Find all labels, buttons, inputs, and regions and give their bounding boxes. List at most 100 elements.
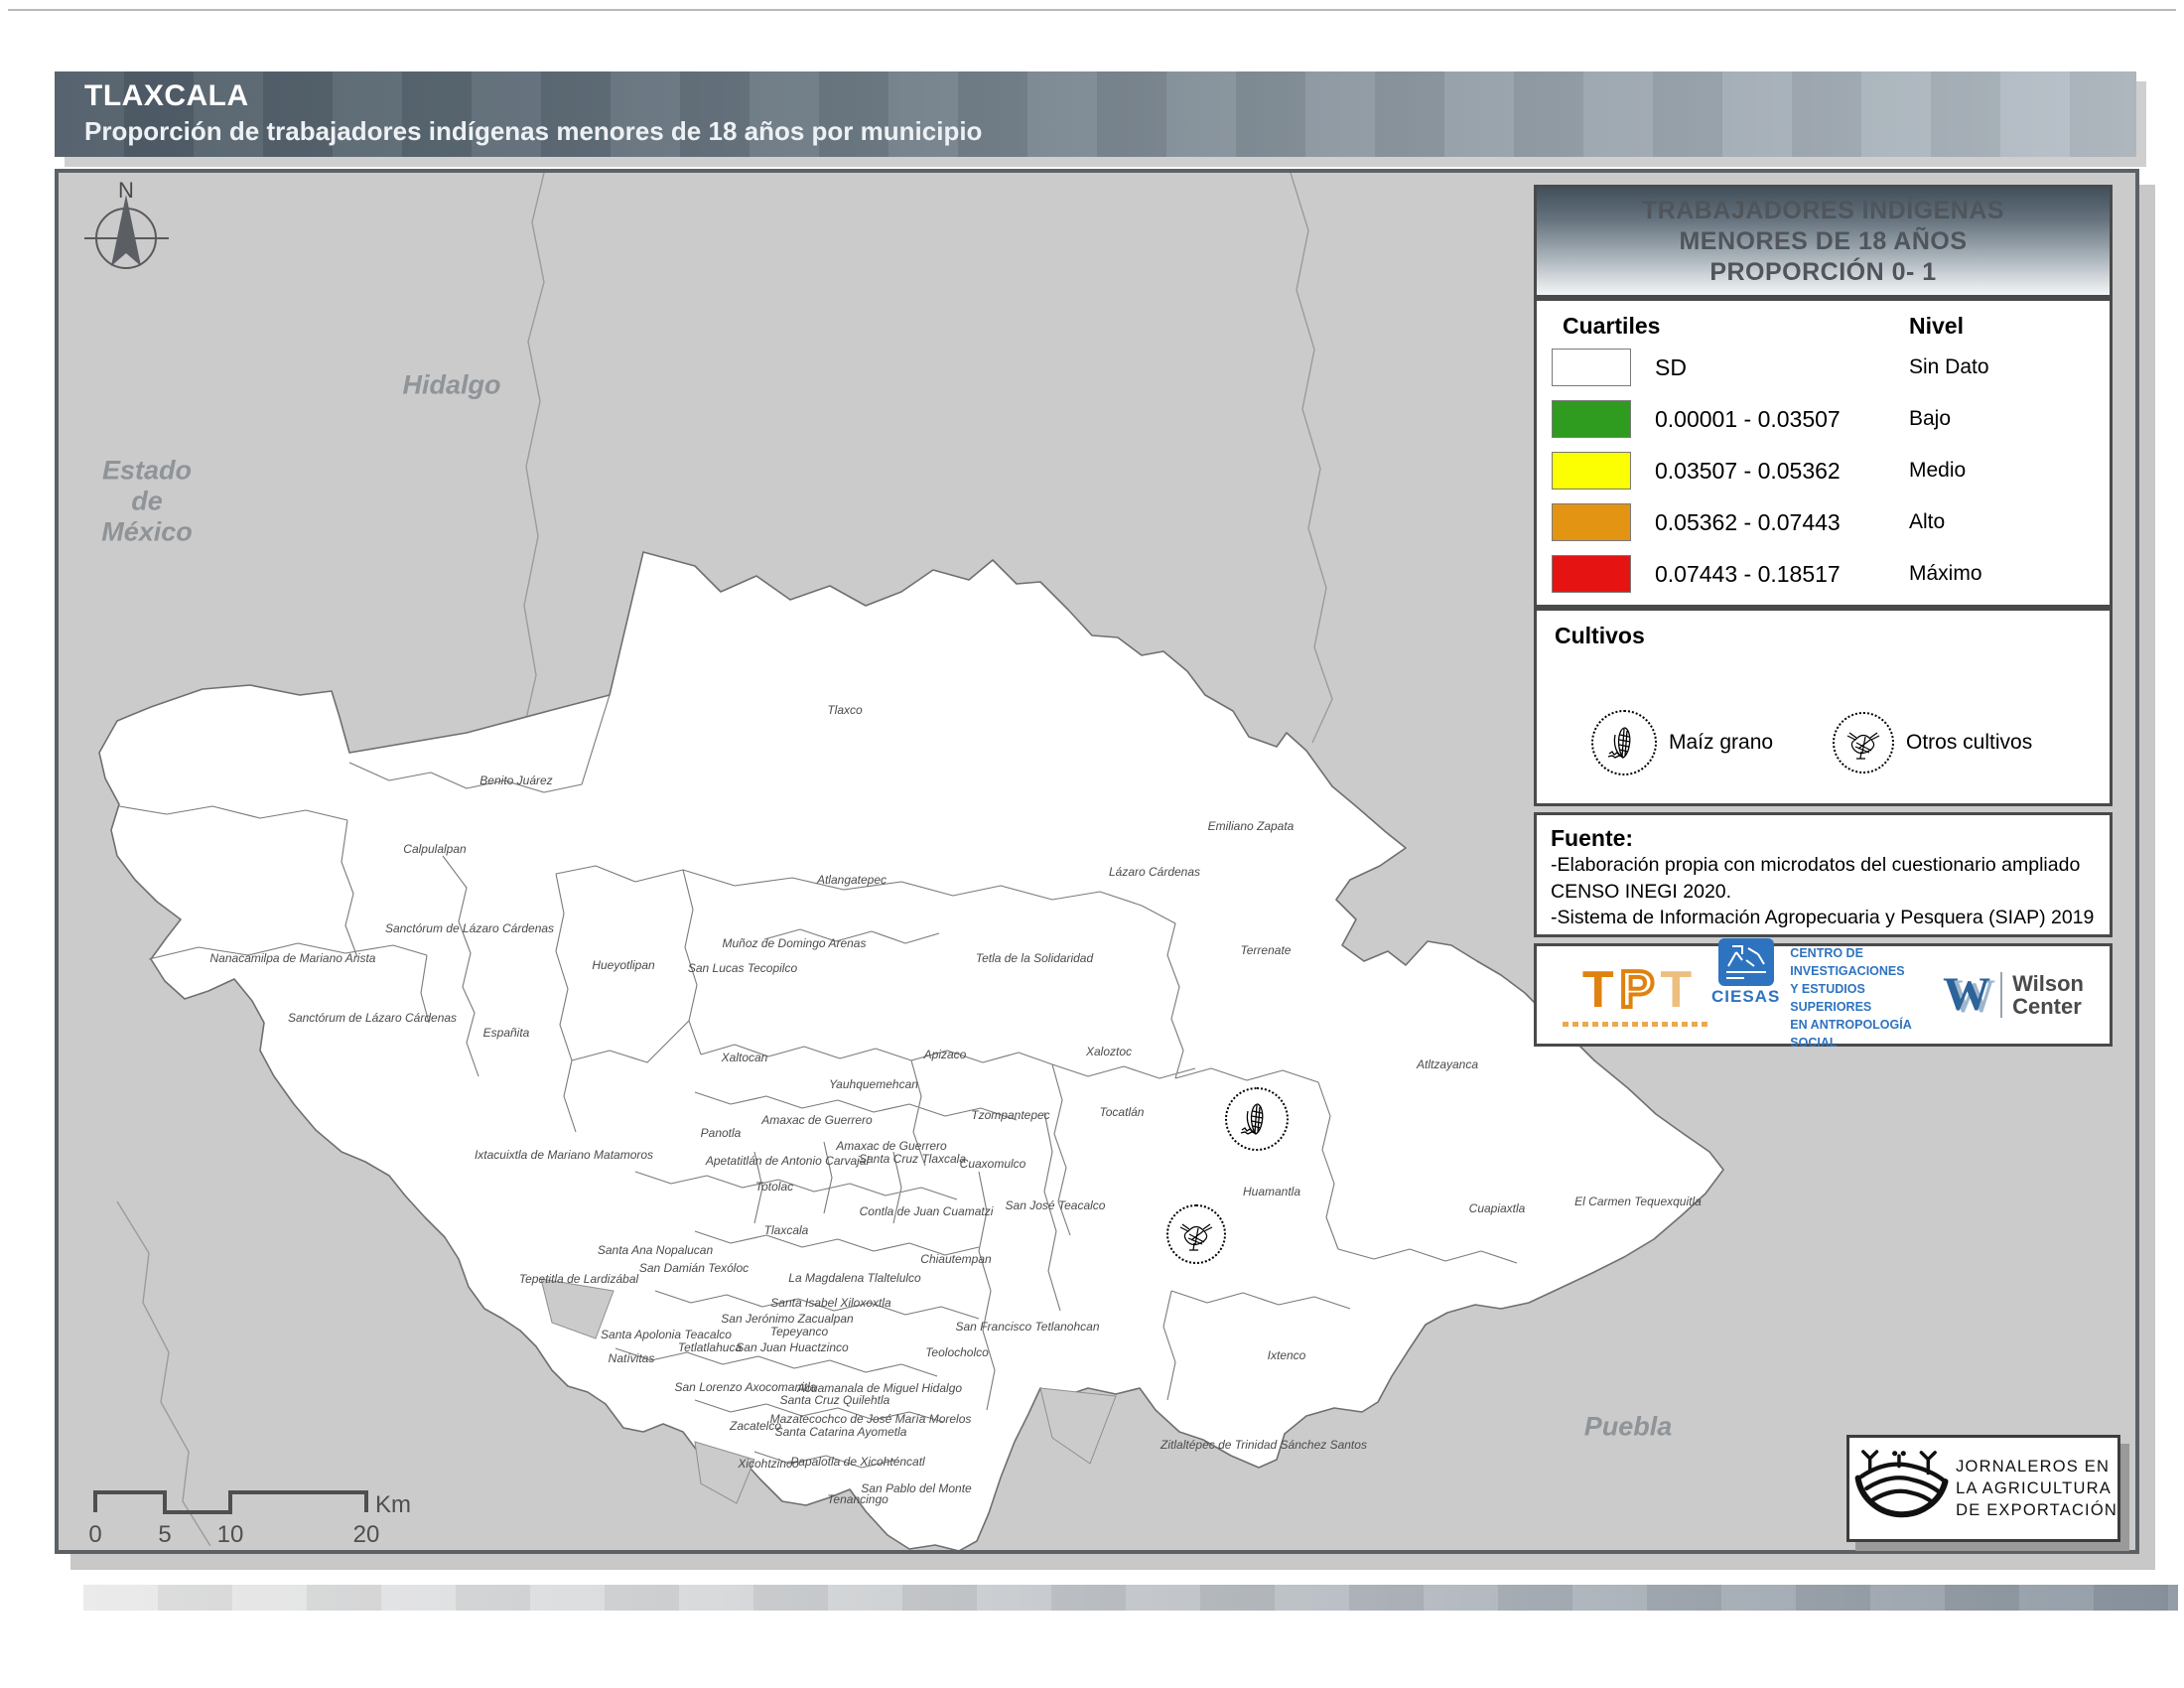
- legend-cultivos-box: Cultivos Maíz grano Otros cultivos: [1534, 608, 2113, 806]
- municipality-label: El Carmen Tequexquitla: [1574, 1195, 1702, 1208]
- municipality-label: San José Teacalco: [1006, 1198, 1106, 1212]
- page-title: TLAXCALA: [84, 79, 249, 113]
- legend-color-swatch: [1552, 452, 1631, 490]
- municipality-label: Tocatlán: [1100, 1105, 1145, 1119]
- ciesas-wordmark: CIESAS: [1711, 987, 1780, 1007]
- municipality-label: Atlangatepec: [817, 873, 887, 887]
- ciesas-text-line: EN ANTROPOLOGÍA SOCIAL: [1790, 1016, 1943, 1052]
- wilson-text-line: Wilson: [2012, 972, 2084, 995]
- fuente-line: -Elaboración propia con microdatos del c…: [1551, 852, 2096, 879]
- legend-cultivos-header: Cultivos: [1555, 623, 1645, 649]
- legend-class-row: 0.03507 - 0.05362Medio: [1552, 452, 2095, 490]
- wilson-center-logo: W W Wilson Center: [1943, 971, 2084, 1019]
- legend-quartiles-box: Cuartiles Nivel SD Sin Dato 0.00001 - 0.03…: [1534, 298, 2113, 608]
- tpt-letter: P: [1620, 964, 1655, 1016]
- scalebar-tick: 0: [88, 1521, 101, 1549]
- legend-color-swatch: [1552, 400, 1631, 438]
- municipality-label: Teolocholco: [925, 1345, 989, 1359]
- municipality-label: Natívitas: [609, 1351, 655, 1365]
- municipality-label: Ixtacuixtla de Mariano Matamoros: [475, 1148, 653, 1162]
- municipality-label: Yauhquemehcan: [829, 1077, 918, 1091]
- tpt-tagline: [1563, 1022, 1711, 1027]
- legend-title-line: PROPORCIÓN 0- 1: [1709, 258, 1936, 287]
- municipality-label: Totolac: [755, 1180, 793, 1194]
- legend-range-label: SD: [1655, 354, 1687, 381]
- compass-north-label: N: [118, 178, 134, 204]
- map-title-bar: TLAXCALA Proporción de trabajadores indí…: [55, 71, 2136, 157]
- municipality-label: Zitlaltépec de Trinidad Sánchez Santos: [1160, 1438, 1367, 1452]
- ciesas-icon: [1718, 938, 1774, 986]
- legend-color-swatch: [1552, 555, 1631, 593]
- municipality-label: Sanctórum de Lázaro Cárdenas: [288, 1011, 457, 1025]
- legend-title-box: TRABAJADORES INDÍGENAS MENORES DE 18 AÑO…: [1534, 185, 2113, 298]
- municipality-label: Hueyotlipan: [592, 958, 654, 972]
- municipality-label: Amaxac de Guerrero: [836, 1139, 946, 1153]
- municipality-label: Tlaxcala: [764, 1223, 809, 1237]
- municipality-label: Santa Ana Nopalucan: [598, 1243, 713, 1257]
- legend-nivel-label: Medio: [1909, 459, 1966, 483]
- municipality-label: Contla de Juan Cuamatzi: [860, 1204, 994, 1218]
- municipality-label: Santa Cruz Quilehtla: [780, 1393, 890, 1407]
- top-divider: [8, 9, 2176, 11]
- fuente-line: CENSO INEGI 2020.: [1551, 879, 2096, 906]
- page: TLAXCALA Proporción de trabajadores indí…: [0, 0, 2184, 1688]
- ciesas-text-line: CENTRO DE INVESTIGACIONES: [1790, 944, 1943, 980]
- legend-class-row: SD Sin Dato: [1552, 349, 2095, 386]
- legend-cuartiles-header: Cuartiles: [1563, 313, 1660, 340]
- municipality-label: Xaloztoc: [1086, 1045, 1132, 1058]
- legend-color-swatch: [1552, 503, 1631, 541]
- municipality-label: Tetla de la Solidaridad: [976, 951, 1093, 965]
- municipality-label: Huamantla: [1243, 1185, 1300, 1198]
- legend-cultivo-label: Maíz grano: [1669, 731, 1773, 755]
- legend-fuente-box: Fuente: -Elaboración propia con microdat…: [1534, 812, 2113, 937]
- municipality-label: Amaxac de Guerrero: [761, 1113, 872, 1127]
- wilson-w-icon: W W: [1943, 971, 1990, 1019]
- legend-range-label: 0.00001 - 0.03507: [1655, 406, 1841, 433]
- municipality-label: Sanctórum de Lázaro Cárdenas: [385, 921, 554, 935]
- jornaleros-text-line: DE EXPORTACIÓN: [1956, 1499, 2117, 1521]
- maiz-grano-icon: [1591, 710, 1657, 775]
- municipality-label: Chiautempan: [920, 1252, 991, 1266]
- legend-class-rows: SDSin Dato0.00001 - 0.03507Bajo0.03507 -…: [1552, 349, 2095, 607]
- bottom-gradient-bar: [83, 1585, 2178, 1611]
- legend-class-row: 0.05362 - 0.07443 Alto: [1552, 503, 2095, 541]
- municipality-label: San Juan Huactzinco: [736, 1340, 848, 1354]
- tpt-letter: T: [1582, 964, 1614, 1016]
- municipality-label: Xaltocan: [722, 1051, 768, 1064]
- municipality-label: Apetatitlán de Antonio Carvajal: [706, 1154, 869, 1168]
- municipality-label: Santa Cruz Tlaxcala: [859, 1152, 966, 1166]
- jornaleros-logo: JORNALEROS EN LA AGRICULTURA DE EXPORTAC…: [1846, 1435, 2120, 1542]
- compass-icon: [84, 195, 169, 268]
- wilson-text-line: Center: [2012, 995, 2084, 1018]
- legend-range-label: 0.05362 - 0.07443: [1655, 509, 1841, 536]
- state-label: Estado de México: [101, 455, 193, 547]
- jornaleros-text-line: LA AGRICULTURA: [1956, 1477, 2117, 1499]
- legend-nivel-label: Sin Dato: [1909, 355, 1989, 379]
- legend-cultivo-label: Otros cultivos: [1906, 731, 2032, 755]
- legend-cultivo-otros: Otros cultivos: [1833, 712, 2032, 774]
- municipality-label: Panotla: [701, 1126, 742, 1140]
- ciesas-text-line: Y ESTUDIOS SUPERIORES: [1790, 980, 1943, 1016]
- legend-class-row: 0.07443 - 0.18517Máximo: [1552, 555, 2095, 593]
- legend-nivel-header: Nivel: [1909, 313, 1964, 340]
- tpt-letter: T: [1660, 964, 1692, 1016]
- scalebar-tick: 20: [353, 1521, 380, 1549]
- legend-nivel-label: Máximo: [1909, 562, 1982, 586]
- municipality-label: San Jerónimo Zacualpan: [721, 1312, 853, 1326]
- maiz-grano-icon: [1604, 723, 1644, 763]
- municipality-label: Tzompantepec: [971, 1108, 1049, 1122]
- jornaleros-field-icon: [1849, 1441, 1954, 1536]
- legend-nivel-label: Alto: [1909, 510, 1945, 534]
- municipality-label: Tepeyanco: [770, 1325, 828, 1338]
- legend-cultivo-maiz: Maíz grano: [1591, 710, 1773, 775]
- municipality-label: Zacatelco: [730, 1419, 781, 1433]
- municipality-label: San Lorenzo Axocomanitla: [675, 1380, 817, 1394]
- municipality-label: Españita: [483, 1026, 530, 1040]
- municipality-label: La Magdalena Tlaltelulco: [788, 1271, 920, 1285]
- maiz-grano-icon: [1225, 1087, 1289, 1151]
- legend-title-line: MENORES DE 18 AÑOS: [1679, 227, 1967, 256]
- municipality-label: Papalotla de Xicohténcatl: [790, 1455, 924, 1469]
- tpt-logo: T P T: [1563, 964, 1711, 1027]
- otros-cultivos-icon: [1843, 723, 1883, 763]
- municipality-label: Cuapiaxtla: [1469, 1201, 1526, 1215]
